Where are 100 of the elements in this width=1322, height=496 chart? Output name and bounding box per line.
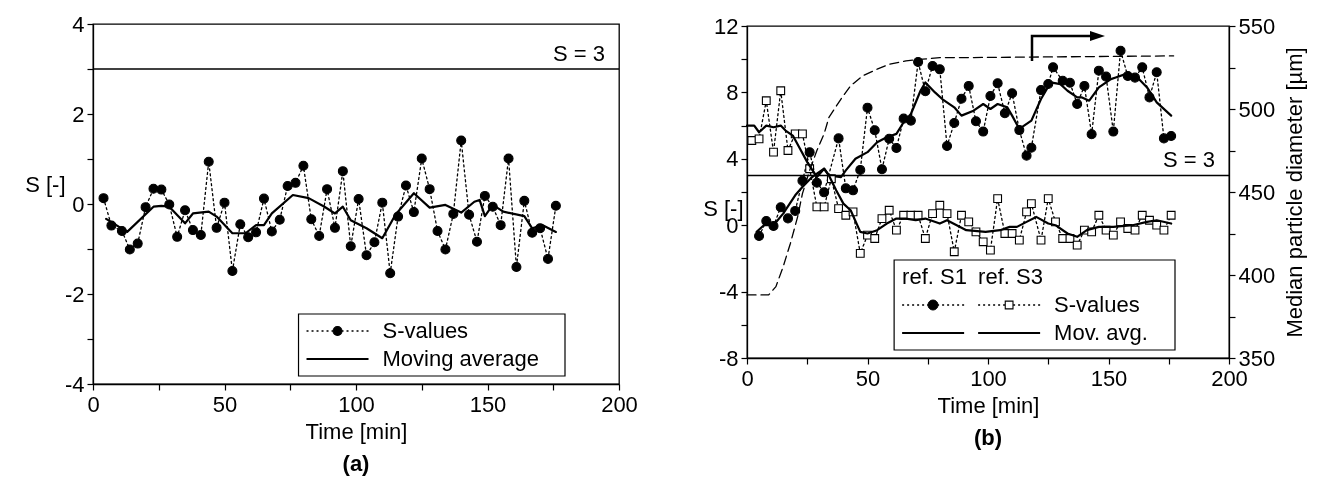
y2-tick-label: 550 (1238, 13, 1276, 39)
point (892, 225, 901, 235)
point (985, 245, 995, 255)
point (869, 125, 880, 136)
x-axis-title: Time [min] (937, 392, 1040, 418)
x-tick-label: 50 (855, 365, 881, 391)
point (963, 80, 974, 91)
point (1026, 142, 1037, 153)
point (804, 147, 815, 158)
point (1130, 225, 1140, 235)
legend-label: Mov. avg. (1054, 320, 1148, 345)
point (408, 207, 419, 218)
point (345, 241, 356, 252)
point (1166, 210, 1176, 220)
x-tick-label: 50 (212, 391, 238, 417)
point (172, 231, 183, 242)
y2-axis-title: Median particle diameter [µm] (1282, 47, 1308, 338)
x-tick-label: 200 (601, 391, 638, 417)
point (1079, 80, 1090, 91)
point (203, 156, 214, 167)
point (511, 261, 522, 273)
y-tick-label: 2 (72, 101, 85, 127)
point (266, 226, 277, 237)
point (369, 237, 380, 248)
point (1086, 129, 1097, 140)
point (913, 57, 924, 68)
point (1026, 199, 1036, 209)
y-tick-label: 8 (726, 79, 739, 105)
point (819, 187, 830, 198)
point (783, 146, 793, 155)
point (180, 205, 191, 216)
point (985, 91, 996, 102)
point (140, 202, 151, 213)
text: (a) (342, 451, 370, 476)
point (519, 195, 530, 206)
point (811, 177, 822, 188)
point (337, 166, 348, 177)
point (385, 268, 396, 279)
point (1094, 210, 1104, 220)
point (798, 129, 807, 139)
point (782, 213, 793, 224)
point (1007, 229, 1017, 238)
point (1101, 71, 1112, 82)
point (870, 234, 880, 243)
point (949, 247, 959, 257)
point (124, 244, 135, 255)
point (527, 227, 538, 238)
y2-tick-label: 400 (1238, 262, 1276, 288)
point (1108, 126, 1119, 137)
x-tick-label: 150 (1090, 365, 1128, 391)
point (1021, 150, 1032, 161)
point (754, 230, 765, 241)
point (754, 134, 764, 144)
point (464, 209, 475, 220)
legend-label: Moving average (382, 346, 540, 371)
point (841, 210, 851, 220)
point (353, 194, 364, 205)
point (243, 232, 254, 243)
point (769, 147, 778, 157)
point (993, 194, 1003, 204)
point (456, 135, 467, 146)
point (187, 225, 198, 236)
point (855, 164, 866, 175)
point (877, 214, 887, 223)
ref-line-label: S = 3 (1163, 147, 1215, 173)
point (235, 219, 246, 230)
point (156, 184, 167, 195)
point (306, 214, 317, 225)
point (978, 126, 989, 137)
point (819, 202, 829, 212)
point (992, 78, 1003, 89)
point (978, 237, 988, 247)
point (479, 190, 490, 201)
point (1007, 88, 1018, 99)
point (195, 230, 206, 241)
x-tick-label: 100 (338, 391, 375, 417)
point (258, 193, 269, 204)
point (855, 249, 865, 258)
point (542, 253, 554, 264)
point (227, 266, 238, 277)
point (424, 184, 435, 195)
y-axis-title: S [-] (25, 171, 66, 197)
point (999, 108, 1010, 119)
point (776, 86, 786, 96)
point (790, 205, 801, 216)
point (495, 220, 506, 231)
point (416, 153, 427, 164)
point (471, 236, 482, 247)
annotation: ref. S1 (902, 264, 967, 289)
point (942, 141, 953, 152)
point (876, 164, 887, 175)
y-tick-label: -4 (718, 279, 739, 305)
ref-line-label: S = 3 (553, 41, 605, 66)
point (1064, 77, 1075, 88)
point (550, 200, 561, 211)
x-tick-label: 100 (970, 365, 1007, 391)
y-tick-label: -4 (64, 371, 85, 397)
point (812, 202, 822, 212)
point (747, 136, 757, 145)
point (862, 102, 873, 113)
